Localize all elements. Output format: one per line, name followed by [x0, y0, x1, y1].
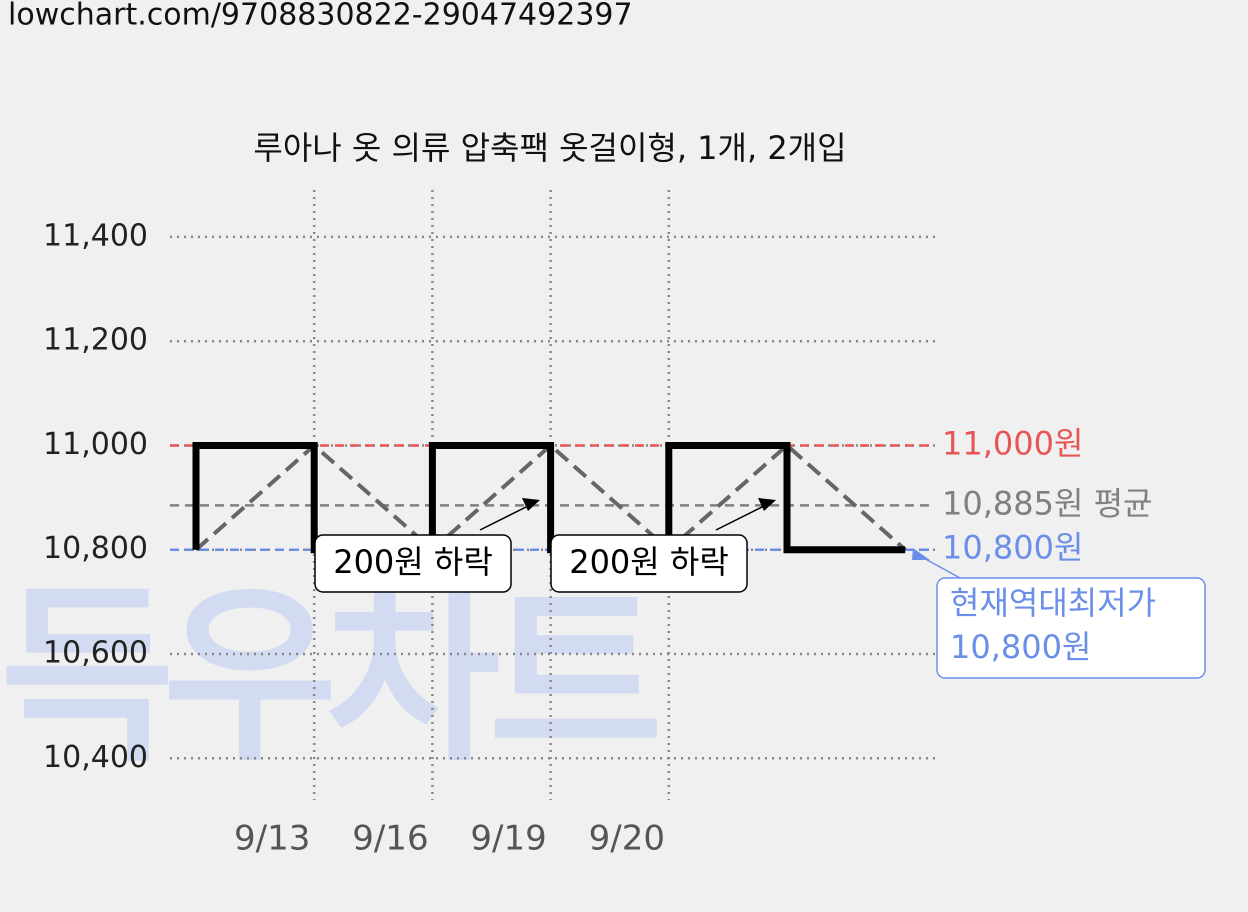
x-tick-label: 9/13: [234, 819, 310, 859]
watermark: 득우차트: [0, 566, 657, 787]
chart-title: 루아나 옷 의류 압축팩 옷걸이형, 1개, 2개입: [253, 129, 846, 167]
ref-label: 10,885원 평균: [942, 484, 1152, 522]
callout-text: 10,800원: [950, 628, 1091, 666]
y-tick-label: 10,600: [43, 636, 148, 671]
annotation-box: [314, 534, 512, 593]
annotation-arrow: [479, 502, 535, 531]
callout-leader: [919, 555, 961, 579]
source-url: lowchart.com/9708830822-29047492397: [8, 0, 633, 33]
x-tick-label: 9/19: [470, 819, 546, 859]
y-tick-label: 11,200: [43, 323, 148, 358]
y-tick-label: 10,400: [43, 740, 148, 775]
annotation-box: [550, 534, 748, 593]
y-tick-label: 10,800: [43, 531, 148, 566]
arrow-head: [758, 498, 776, 511]
callout-pointer: [912, 548, 930, 560]
callout-box: [936, 577, 1206, 679]
ref-label: 11,000원: [942, 424, 1083, 462]
ref-label: 10,800원: [942, 529, 1083, 567]
annotation-label: 200원 하락: [333, 543, 493, 581]
annotation-label: 200원 하락: [569, 543, 729, 581]
annotation-arrow: [715, 502, 771, 531]
y-tick-label: 11,400: [43, 218, 148, 253]
y-tick-label: 11,000: [43, 427, 148, 462]
arrow-head: [522, 498, 540, 511]
x-tick-label: 9/16: [352, 819, 428, 859]
callout-text: 현재역대최저가: [950, 584, 1156, 622]
price-line: [192, 441, 906, 554]
x-tick-label: 9/20: [589, 819, 665, 859]
